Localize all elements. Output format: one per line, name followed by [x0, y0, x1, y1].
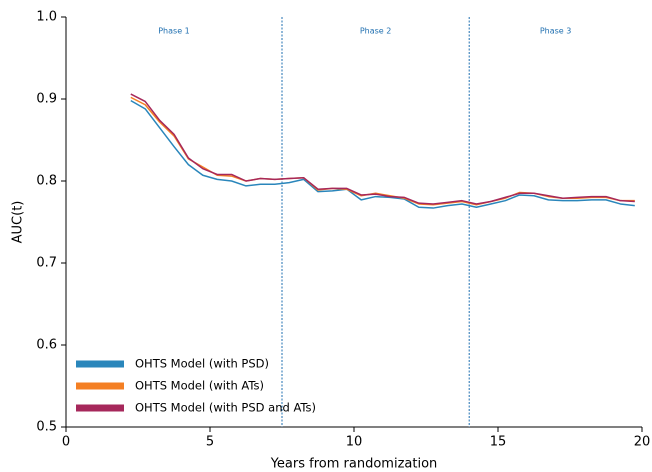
x-tick-label: 10 [346, 435, 363, 450]
legend-label: OHTS Model (with ATs) [135, 379, 264, 393]
y-tick-label: 0.6 [36, 338, 57, 353]
series-line [130, 96, 635, 206]
x-tick-label: 5 [206, 435, 214, 450]
x-tick-label: 15 [490, 435, 507, 450]
legend-swatch [76, 382, 124, 390]
legend-swatch [76, 404, 124, 412]
phase-label: Phase 3 [540, 27, 572, 36]
phase-label: Phase 2 [360, 27, 392, 36]
x-tick-label: 20 [634, 435, 651, 450]
y-tick-label: 0.7 [36, 256, 57, 271]
legend-label: OHTS Model (with PSD and ATs) [135, 401, 316, 415]
legend-label: OHTS Model (with PSD) [135, 357, 269, 371]
y-tick-label: 0.9 [36, 92, 57, 107]
y-tick-label: 0.5 [36, 420, 57, 435]
y-tick-label: 1.0 [36, 10, 57, 25]
series-line [130, 93, 635, 205]
y-axis-label: AUC(t) [11, 201, 26, 244]
x-tick-label: 0 [62, 435, 70, 450]
x-axis-label: Years from randomization [270, 457, 438, 472]
y-tick-label: 0.8 [36, 174, 57, 189]
legend-swatch [76, 360, 124, 368]
phase-label: Phase 1 [158, 27, 190, 36]
series-line [130, 99, 635, 209]
